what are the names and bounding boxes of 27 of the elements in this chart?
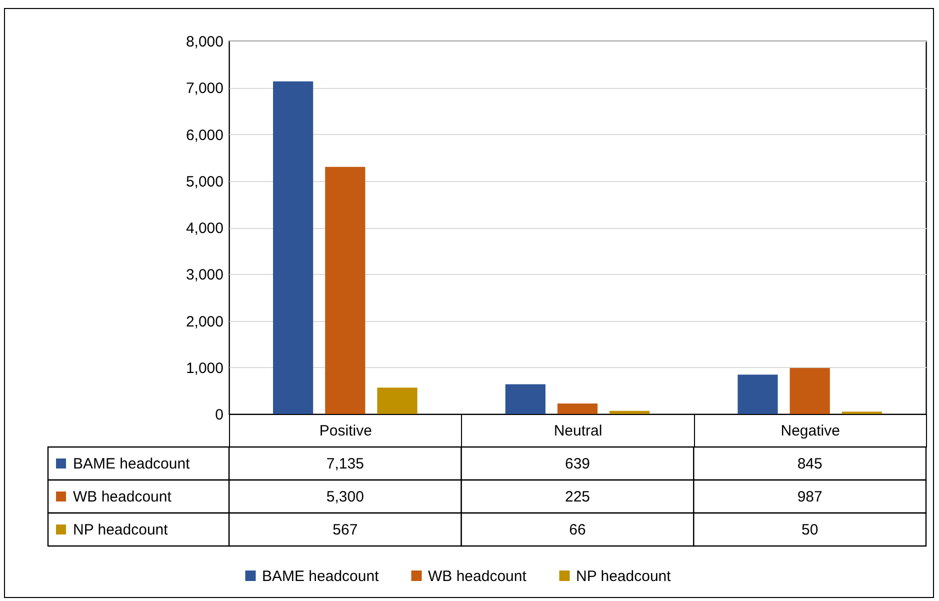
y-tick-label: 6,000 — [186, 126, 224, 144]
data-label: 987 — [797, 488, 822, 506]
text: WB headcount — [73, 488, 172, 506]
data-label: 7,135 — [326, 456, 364, 472]
x-tick-label: Positive — [319, 422, 372, 440]
data-label: 50 — [801, 522, 818, 538]
x-tick-label: Negative — [780, 422, 840, 440]
text: NP headcount — [73, 522, 168, 538]
legend-label: WB headcount — [428, 568, 528, 585]
y-tick-label: 4,000 — [186, 220, 224, 237]
y-tick-label: 0 — [215, 406, 224, 424]
legend-label: NP headcount — [576, 568, 672, 585]
y-tick-label: 7,000 — [186, 80, 224, 98]
x-tick-label: Neutral — [554, 422, 602, 440]
y-tick-label: 5,000 — [186, 173, 224, 190]
text: BAME headcount — [262, 568, 379, 585]
data-label: 845 — [797, 456, 822, 472]
data-label: 225 — [564, 488, 590, 506]
y-tick-label: 3,000 — [186, 266, 224, 284]
y-tick-label: 2,000 — [186, 313, 224, 330]
data-label: 66 — [569, 522, 586, 538]
data-label: 567 — [332, 522, 358, 538]
data-label: 5,300 — [326, 488, 364, 506]
y-tick-label: 8,000 — [186, 34, 224, 50]
y-tick-label: 1,000 — [186, 360, 224, 377]
legend-label: BAME headcount — [73, 456, 191, 472]
data-label: 639 — [564, 456, 590, 472]
